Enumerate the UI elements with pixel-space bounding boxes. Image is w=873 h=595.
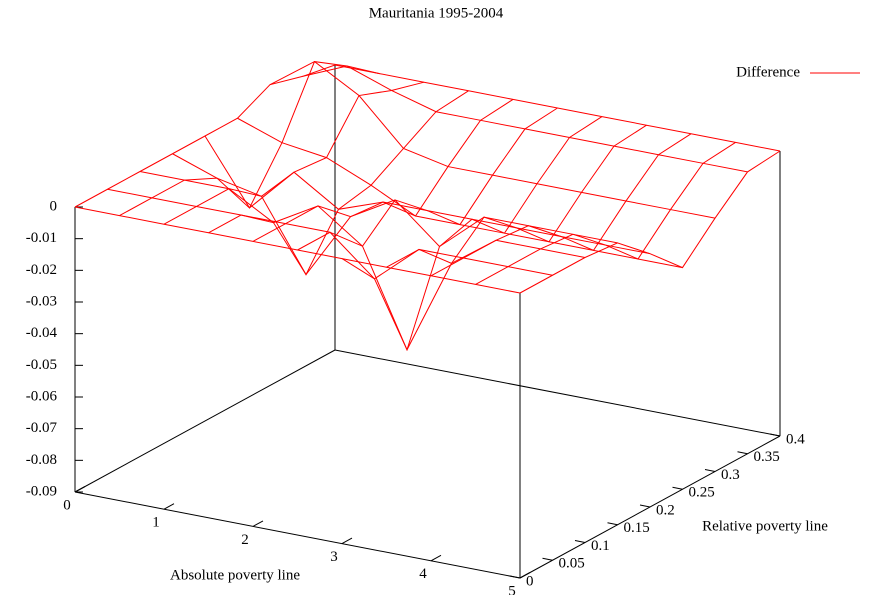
chart-title: Mauritania 1995-2004 bbox=[369, 5, 504, 21]
y-tick bbox=[672, 486, 683, 490]
y-tick-label: 0.3 bbox=[721, 467, 740, 483]
y-tick-label: 0.25 bbox=[689, 485, 715, 501]
y-tick bbox=[737, 451, 748, 455]
box-edge bbox=[334, 349, 781, 437]
y-tick-label: 0.05 bbox=[559, 556, 585, 572]
surface-line bbox=[208, 90, 469, 276]
y-tick bbox=[542, 557, 553, 561]
y-tick bbox=[574, 540, 586, 543]
x-tick bbox=[163, 503, 175, 510]
z-tick-label: -0.02 bbox=[26, 262, 57, 278]
surface-line bbox=[341, 116, 603, 352]
y-tick-label: 0.35 bbox=[754, 449, 780, 465]
y-tick bbox=[509, 575, 521, 579]
x-tick bbox=[341, 537, 353, 545]
box-edge bbox=[74, 349, 336, 493]
z-tick-label: -0.06 bbox=[26, 388, 58, 404]
surface-line bbox=[107, 188, 553, 280]
z-tick-label: -0.01 bbox=[26, 230, 57, 246]
y-tick-label: 0.4 bbox=[786, 431, 805, 447]
y-tick bbox=[704, 469, 716, 472]
z-tick-label: -0.05 bbox=[26, 357, 57, 373]
surface-line bbox=[119, 61, 380, 217]
z-tick-label: -0.07 bbox=[26, 420, 58, 436]
y-tick-label: 0.2 bbox=[656, 502, 675, 518]
x-tick-label: 0 bbox=[63, 497, 71, 513]
z-tick-label: -0.08 bbox=[26, 452, 57, 468]
surface-line bbox=[269, 61, 716, 219]
x-tick-label: 2 bbox=[241, 532, 249, 548]
x-tick bbox=[519, 572, 531, 579]
x-tick-label: 4 bbox=[419, 566, 427, 582]
y-tick bbox=[639, 504, 651, 508]
x-tick bbox=[252, 520, 264, 527]
y-tick-label: 0.15 bbox=[624, 520, 650, 536]
surface-line bbox=[519, 150, 781, 294]
z-tick-label: -0.09 bbox=[26, 483, 57, 499]
x-tick bbox=[430, 554, 442, 562]
x-tick-label: 5 bbox=[508, 583, 516, 595]
x-tick bbox=[74, 486, 86, 493]
y-tick-label: 0.1 bbox=[591, 538, 610, 554]
x-axis-label: Absolute poverty line bbox=[170, 567, 300, 583]
surface-line bbox=[204, 135, 651, 255]
x-tick-label: 1 bbox=[152, 515, 160, 531]
surface-line bbox=[475, 141, 736, 285]
y-tick-label: 0 bbox=[526, 573, 534, 589]
legend-label: Difference bbox=[736, 64, 800, 80]
surface-line bbox=[237, 117, 683, 269]
x-tick-label: 3 bbox=[330, 549, 338, 565]
surface-line bbox=[334, 64, 781, 152]
y-tick bbox=[607, 522, 618, 526]
z-tick-label: -0.03 bbox=[26, 293, 57, 309]
y-axis-label: Relative poverty line bbox=[702, 518, 828, 534]
box-edge bbox=[74, 491, 521, 579]
surface-line bbox=[139, 171, 586, 351]
surface-line bbox=[74, 206, 521, 294]
surface-line bbox=[172, 153, 618, 276]
z-tick-label: 0 bbox=[50, 198, 58, 214]
y-tick bbox=[769, 433, 781, 437]
z-tick-label: -0.04 bbox=[26, 325, 58, 341]
surface-line bbox=[302, 65, 748, 173]
